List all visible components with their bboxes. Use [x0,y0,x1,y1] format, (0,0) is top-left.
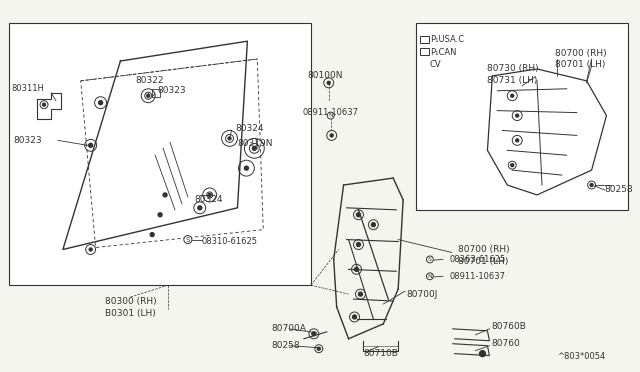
Bar [416,23,628,210]
Text: 80760B: 80760B [492,323,526,331]
Text: 80324: 80324 [195,195,223,204]
Text: 80323: 80323 [157,86,186,95]
Text: P₁USA.C: P₁USA.C [430,35,464,44]
Circle shape [228,137,231,140]
Text: B0301 (LH): B0301 (LH) [105,310,156,318]
Text: 08310-61625: 08310-61625 [202,237,258,246]
Text: 80700 (RH): 80700 (RH) [555,49,607,58]
Circle shape [590,183,593,186]
Circle shape [353,315,356,319]
Circle shape [208,193,211,196]
Bar [10,23,311,285]
Text: 80100N: 80100N [307,71,342,80]
Text: 80701 (LH): 80701 (LH) [458,257,508,266]
Text: 80710B: 80710B [364,349,398,358]
Text: 80760: 80760 [492,339,520,348]
Text: 08363-61625: 08363-61625 [450,255,506,264]
Circle shape [327,81,330,84]
Circle shape [330,134,333,137]
Circle shape [198,206,202,210]
Circle shape [479,351,486,357]
Circle shape [252,146,256,150]
Text: 80730 (RH): 80730 (RH) [488,64,539,73]
Circle shape [312,332,316,336]
Text: 80700 (RH): 80700 (RH) [458,245,509,254]
Circle shape [516,139,518,142]
Circle shape [147,94,150,97]
Circle shape [150,232,154,237]
Circle shape [358,292,362,296]
Circle shape [511,164,514,167]
Text: 80323: 80323 [13,136,42,145]
Text: 80731 (LH): 80731 (LH) [488,76,538,85]
Text: 80700A: 80700A [271,324,306,333]
Text: S: S [186,237,190,243]
Text: 80258: 80258 [271,341,300,350]
Circle shape [356,213,360,217]
Circle shape [163,193,167,197]
Circle shape [516,114,518,117]
Text: ^803*0054: ^803*0054 [557,352,605,361]
Text: 80700J: 80700J [406,290,438,299]
Text: P₁CAN: P₁CAN [430,48,456,57]
Text: 80322: 80322 [135,76,164,85]
Circle shape [356,243,360,247]
Circle shape [158,213,162,217]
Circle shape [244,166,248,170]
Text: 80300 (RH): 80300 (RH) [104,296,156,305]
Text: CV: CV [430,61,442,70]
Text: 80701 (LH): 80701 (LH) [555,61,605,70]
Text: 08911-10637: 08911-10637 [303,108,359,117]
Text: 80258: 80258 [605,186,633,195]
Text: S: S [428,257,432,262]
Text: 80311H: 80311H [12,84,44,93]
Bar [420,36,429,43]
Circle shape [89,143,93,147]
Text: N: N [428,274,432,279]
Circle shape [511,94,514,97]
Circle shape [42,103,45,106]
Text: 08911-10637: 08911-10637 [450,272,506,281]
Circle shape [317,347,320,350]
Circle shape [355,267,358,271]
Circle shape [99,101,102,105]
Bar [420,48,429,55]
Circle shape [371,223,375,227]
Text: 80319N: 80319N [237,139,273,148]
Text: 80324: 80324 [236,124,264,133]
Circle shape [89,248,92,251]
Bar [152,89,160,97]
Text: N: N [328,113,333,118]
